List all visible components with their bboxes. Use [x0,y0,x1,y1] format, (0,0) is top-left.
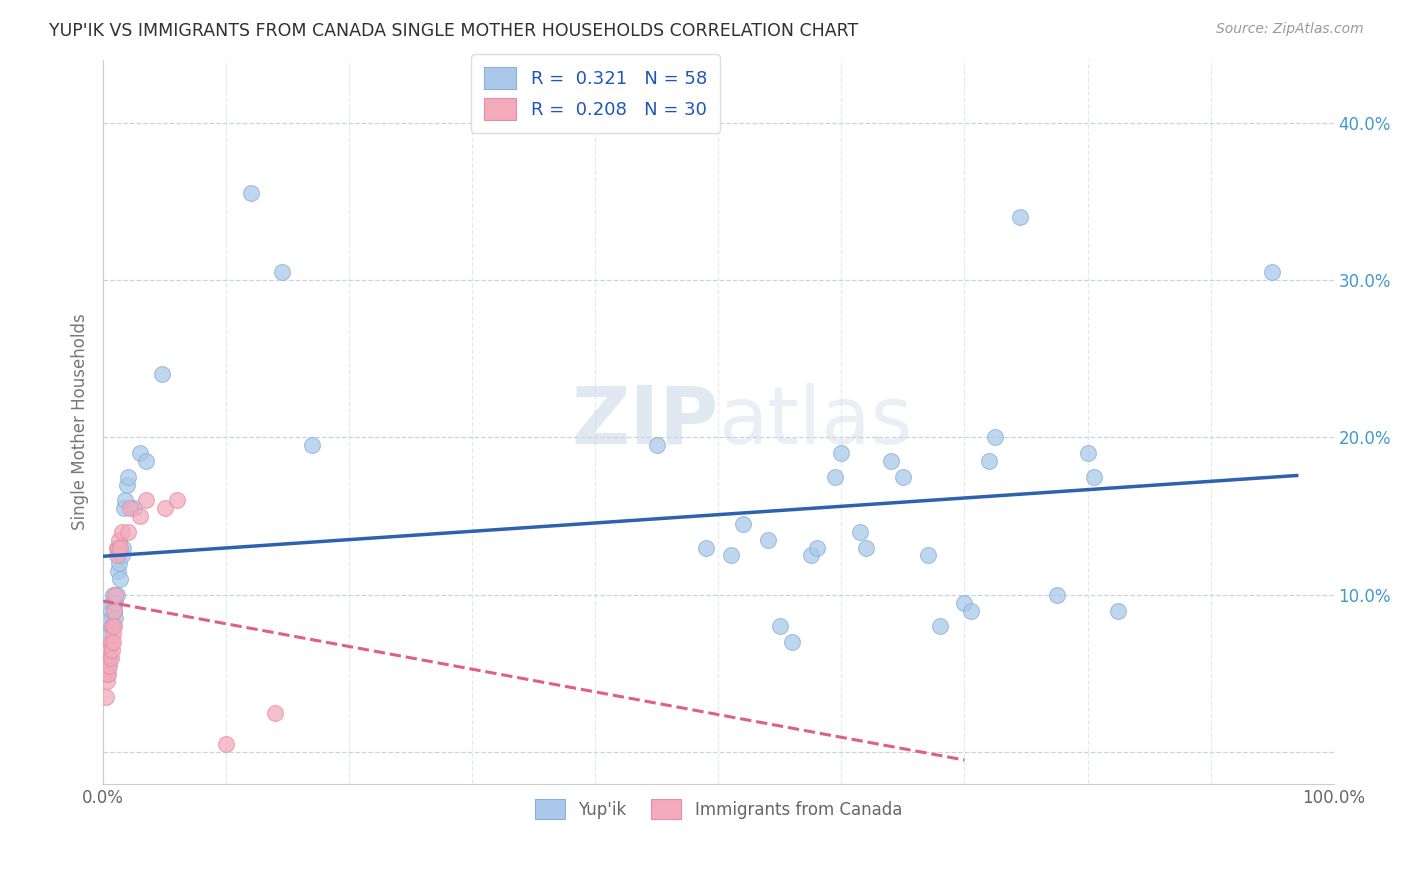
Point [104,588,127,602]
Point [100,611,122,625]
Point [120,501,142,516]
Point [1083,469,1105,483]
Point [103,603,125,617]
Point [110,541,132,555]
Point [111,541,134,555]
Point [110,549,132,563]
Point [756,533,779,547]
Point [105,541,128,555]
Point [103,619,125,633]
Point [129,446,152,460]
Point [1046,588,1069,602]
Point [806,541,828,555]
Point [104,611,127,625]
Point [107,541,129,555]
Point [112,501,135,516]
Point [959,603,981,617]
Point [769,619,792,633]
Point [1076,446,1098,460]
Point [855,541,877,555]
Point [645,438,668,452]
Point [150,368,173,382]
Point [977,454,1000,468]
Point [97,650,120,665]
Point [108,557,131,571]
Point [98,643,121,657]
Point [849,524,872,539]
Point [98,627,121,641]
Text: Source: ZipAtlas.com: Source: ZipAtlas.com [1216,22,1364,37]
Point [1008,210,1031,224]
Point [166,493,188,508]
Point [115,477,138,491]
Point [720,549,742,563]
Point [117,469,139,483]
Point [879,454,901,468]
Point [97,666,120,681]
Point [928,619,950,633]
Point [122,501,145,516]
Point [1107,603,1129,617]
Point [100,619,122,633]
Point [108,533,131,547]
Point [135,493,157,508]
Point [101,627,124,641]
Y-axis label: Single Mother Households: Single Mother Households [72,313,89,530]
Point [100,643,122,657]
Point [129,509,152,524]
Point [100,650,122,665]
Point [103,603,125,617]
Point [100,635,122,649]
Point [117,524,139,539]
Point [97,643,120,657]
Point [239,186,262,201]
Point [100,596,122,610]
Point [135,454,157,468]
Point [800,549,823,563]
Point [264,706,287,720]
Point [98,658,121,673]
Point [114,493,136,508]
Point [105,549,128,563]
Point [101,635,124,649]
Point [301,438,323,452]
Point [695,541,717,555]
Point [107,564,129,578]
Point [215,738,238,752]
Point [1261,265,1284,279]
Text: YUP'IK VS IMMIGRANTS FROM CANADA SINGLE MOTHER HOUSEHOLDS CORRELATION CHART: YUP'IK VS IMMIGRANTS FROM CANADA SINGLE … [49,22,859,40]
Point [731,516,754,531]
Point [110,524,132,539]
Point [96,666,118,681]
Point [98,650,121,665]
Point [100,603,122,617]
Point [97,658,120,673]
Point [100,619,122,633]
Point [780,635,803,649]
Text: atlas: atlas [718,383,912,460]
Legend: Yup'ik, Immigrants from Canada: Yup'ik, Immigrants from Canada [529,792,908,826]
Point [270,265,292,279]
Point [917,549,939,563]
Point [891,469,914,483]
Point [96,666,118,681]
Point [110,572,132,586]
Point [94,690,117,705]
Point [96,674,118,689]
Point [984,430,1007,444]
Point [953,596,976,610]
Point [101,588,124,602]
Point [824,469,846,483]
Point [104,596,127,610]
Text: ZIP: ZIP [571,383,718,460]
Point [105,588,128,602]
Point [153,501,176,516]
Point [101,619,124,633]
Point [830,446,852,460]
